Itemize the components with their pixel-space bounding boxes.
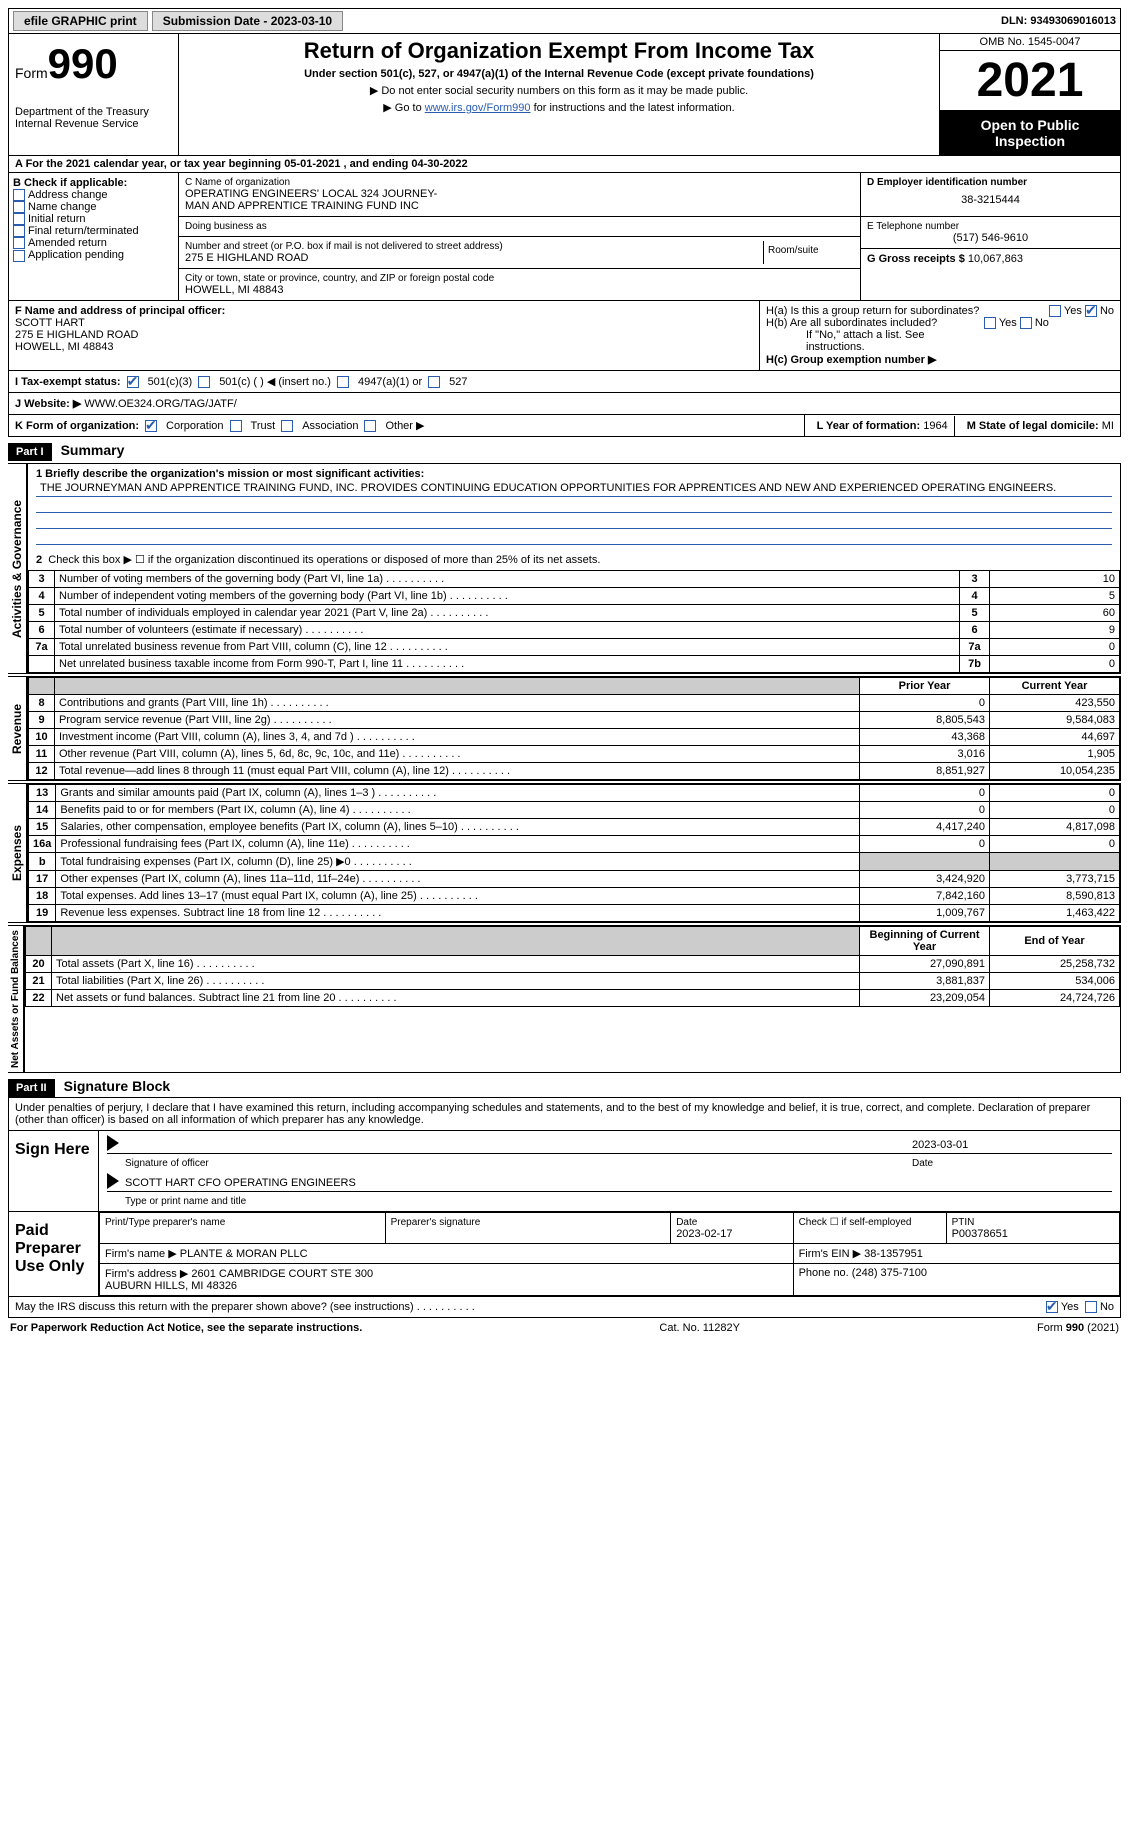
checkbox-other[interactable]	[364, 420, 376, 432]
penalty-text: Under penalties of perjury, I declare th…	[8, 1097, 1121, 1131]
checkbox-corp[interactable]	[145, 420, 157, 432]
checkbox-hb-no[interactable]	[1020, 317, 1032, 329]
website-row: J Website: ▶ WWW.OE324.ORG/TAG/JATF/	[8, 393, 1121, 415]
checkbox-assoc[interactable]	[281, 420, 293, 432]
part1-header: Part I	[8, 443, 52, 461]
dln-label: DLN: 93493069016013	[1001, 15, 1116, 27]
sig-arrow-icon	[107, 1135, 119, 1151]
may-discuss-row: May the IRS discuss this return with the…	[8, 1297, 1121, 1318]
checkbox-527[interactable]	[428, 376, 440, 388]
tax-exempt-row: I Tax-exempt status: 501(c)(3) 501(c) ( …	[8, 371, 1121, 393]
checkbox-may-yes[interactable]	[1046, 1301, 1058, 1313]
checkbox-501c[interactable]	[198, 376, 210, 388]
tax-year-line: A For the 2021 calendar year, or tax yea…	[8, 156, 1121, 173]
checkbox-hb-yes[interactable]	[984, 317, 996, 329]
checkbox-4947[interactable]	[337, 376, 349, 388]
page-footer: For Paperwork Reduction Act Notice, see …	[8, 1318, 1121, 1338]
header-title-block: Return of Organization Exempt From Incom…	[179, 34, 940, 155]
checkbox-name-change[interactable]	[13, 201, 25, 213]
paid-preparer-label: Paid Preparer Use Only	[9, 1212, 99, 1296]
checkbox-ha-yes[interactable]	[1049, 305, 1061, 317]
governance-table: 3Number of voting members of the governi…	[28, 570, 1120, 673]
phone-value: (517) 546-9610	[867, 232, 1114, 244]
tab-netassets: Net Assets or Fund Balances	[8, 925, 24, 1073]
checkbox-may-no[interactable]	[1085, 1301, 1097, 1313]
sign-here-label: Sign Here	[9, 1131, 99, 1211]
checkbox-address-change[interactable]	[13, 189, 25, 201]
tab-revenue: Revenue	[8, 676, 27, 781]
tab-expenses: Expenses	[8, 783, 27, 923]
form-id-block: Form990 Department of the Treasury Inter…	[9, 34, 179, 155]
irs-link[interactable]: www.irs.gov/Form990	[425, 102, 531, 114]
checkbox-501c3[interactable]	[127, 376, 139, 388]
tab-activities: Activities & Governance	[8, 463, 27, 674]
submission-date-button[interactable]: Submission Date - 2023-03-10	[152, 11, 343, 31]
mission-text: THE JOURNEYMAN AND APPRENTICE TRAINING F…	[36, 480, 1112, 497]
checkbox-ha-no[interactable]	[1085, 305, 1097, 317]
sig-arrow-icon	[107, 1173, 119, 1189]
revenue-table: Prior YearCurrent Year8Contributions and…	[28, 677, 1120, 780]
check-applicable-block: B Check if applicable: Address change Na…	[9, 173, 179, 300]
checkbox-initial-return[interactable]	[13, 213, 25, 225]
group-return-block: H(a) Is this a group return for subordin…	[760, 301, 1120, 370]
checkbox-final-return[interactable]	[13, 225, 25, 237]
header-right-block: OMB No. 1545-0047 2021 Open to Public In…	[940, 34, 1120, 155]
org-name: OPERATING ENGINEERS' LOCAL 324 JOURNEY- …	[185, 188, 854, 212]
preparer-table: Print/Type preparer's name Preparer's si…	[99, 1212, 1120, 1296]
netassets-table: Beginning of Current YearEnd of Year20To…	[25, 926, 1120, 1007]
top-bar: efile GRAPHIC print Submission Date - 20…	[8, 8, 1121, 34]
org-street: 275 E HIGHLAND ROAD	[185, 252, 763, 264]
checkbox-app-pending[interactable]	[13, 250, 25, 262]
efile-button[interactable]: efile GRAPHIC print	[13, 11, 148, 31]
page-title: Return of Organization Exempt From Incom…	[183, 38, 935, 64]
part2-header: Part II	[8, 1079, 55, 1097]
org-city: HOWELL, MI 48843	[185, 284, 854, 296]
checkbox-amended[interactable]	[13, 237, 25, 249]
expenses-table: 13Grants and similar amounts paid (Part …	[28, 784, 1120, 922]
gross-receipts: 10,067,863	[968, 253, 1023, 265]
checkbox-trust[interactable]	[230, 420, 242, 432]
ein-value: 38-3215444	[867, 188, 1114, 212]
